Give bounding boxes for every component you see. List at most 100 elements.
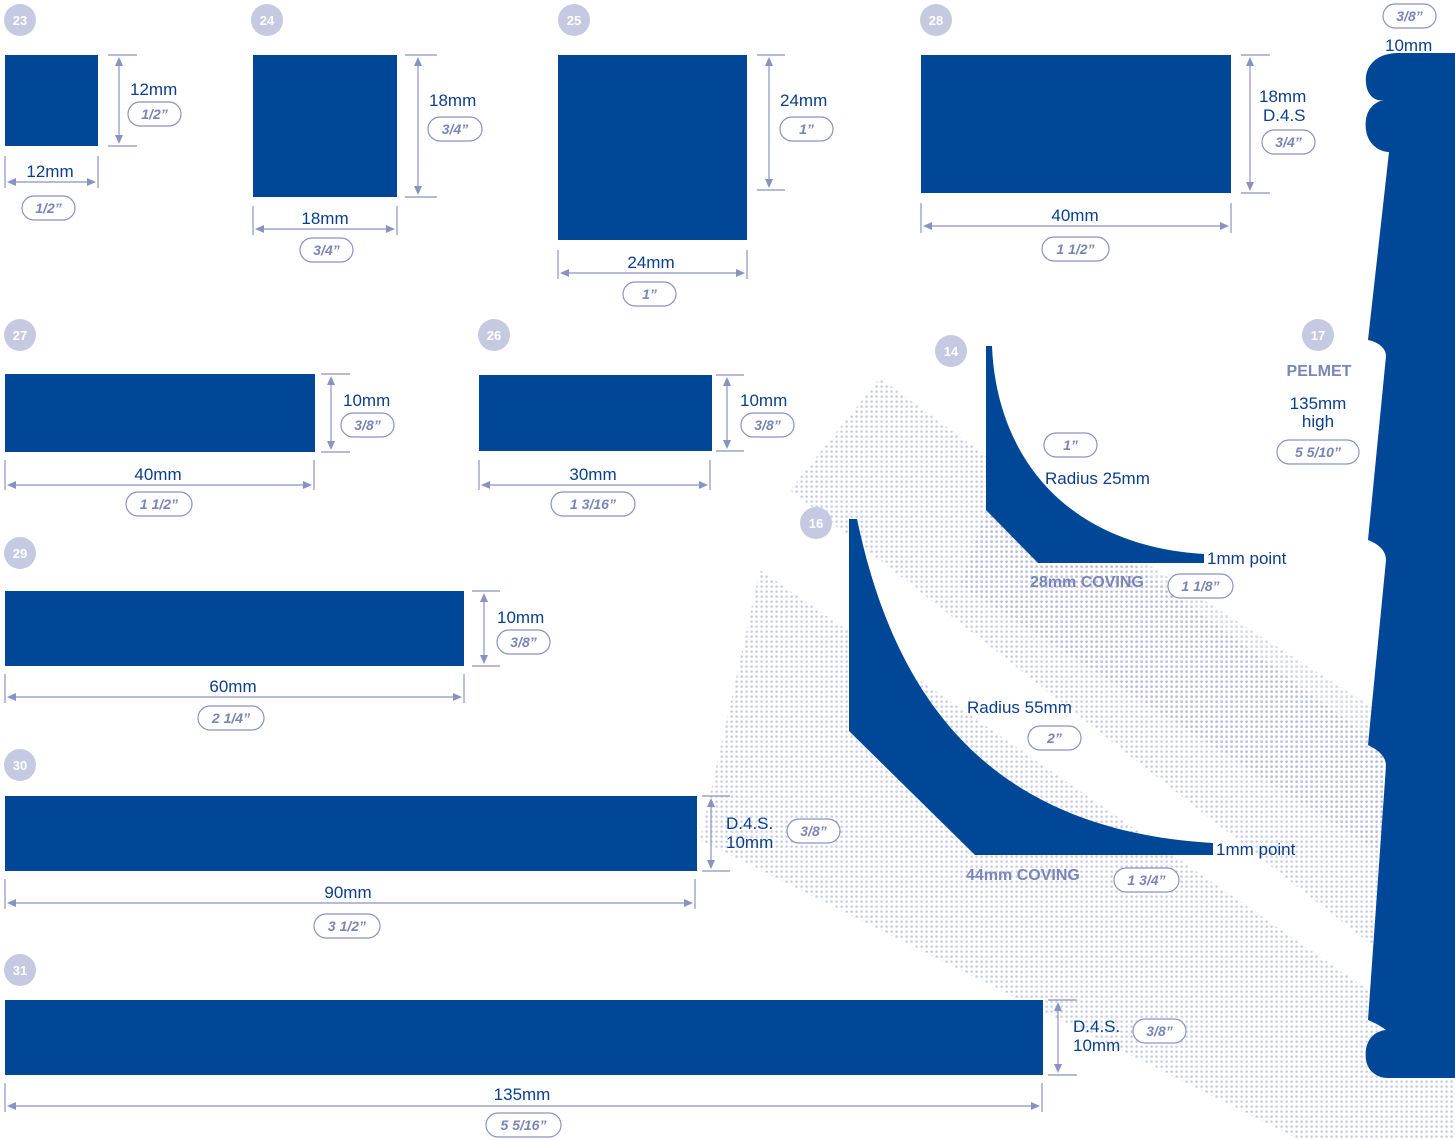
dim-24-height-mm: 18mm (429, 91, 476, 110)
section-31 (5, 1000, 1043, 1075)
coving-16-shape (849, 519, 1213, 855)
dim-31-width-mm: 135mm (494, 1085, 551, 1104)
dim-23-width-mm: 12mm (26, 162, 73, 181)
dim-14-radius-in: 1” (1063, 437, 1078, 453)
pill-30-height (786, 818, 841, 844)
dim-24-width-in: 3/4” (313, 242, 339, 258)
profile-28: 28 18mm D.4.S 3/4” 40mm 1 1/2” (920, 4, 1316, 262)
coving-14-name: 28mm COVING (1030, 574, 1144, 591)
dim-26-width-mm: 30mm (569, 465, 616, 484)
badge-16-label: 16 (809, 516, 823, 531)
dim-31-height-in: 3/8” (1146, 1023, 1172, 1039)
pill-16-size (1113, 867, 1180, 893)
profile-26: 26 10mm 3/8” 30mm 1 3/16” (478, 319, 795, 517)
dim-16-size-in: 1 3/4” (1127, 872, 1165, 888)
dim-30-height-mm: 10mm (726, 833, 773, 852)
dim-25-width-mm: 24mm (627, 253, 674, 272)
badge-23 (4, 4, 36, 36)
profile-29: 29 10mm 3/8” 60mm 2 1/4” (4, 537, 551, 731)
badge-29-label: 29 (13, 546, 27, 561)
profile-24: 24 18mm 3/4” 18mm 3/4” (251, 4, 483, 263)
dim-27-height-mm: 10mm (343, 391, 390, 410)
pill-25-width (622, 281, 677, 307)
dim-29-height-mm: 10mm (497, 608, 544, 627)
profile-31: 31 D.4.S. 10mm 3/8” 135mm 5 5/16” (4, 954, 1187, 1138)
pill-29-width (197, 705, 265, 731)
badge-28 (920, 4, 952, 36)
dim-16-point: 1mm point (1216, 840, 1296, 859)
dim-23-width-in: 1/2” (35, 200, 61, 216)
pill-27-width (125, 491, 193, 517)
dim-16-radius-in: 2” (1046, 730, 1062, 746)
section-24 (253, 55, 397, 197)
badge-26 (478, 319, 510, 351)
section-27 (5, 374, 315, 452)
dim-25-height-in: 1” (799, 121, 814, 137)
badge-27-label: 27 (13, 328, 27, 343)
dim-31-width-in: 5 5/16” (501, 1117, 547, 1133)
dim-17-height-in: 5 5/10” (1295, 444, 1341, 460)
section-29 (5, 591, 464, 666)
dim-29-width-in: 2 1/4” (211, 710, 250, 726)
profile-25: 25 24mm 1” 24mm 1” (557, 4, 834, 307)
pill-26-width (550, 491, 636, 517)
pill-24-width (299, 237, 354, 263)
dim-27-width-in: 1 1/2” (140, 496, 178, 512)
dim-27-height-in: 3/8” (354, 417, 380, 433)
dim-30-width-mm: 90mm (324, 883, 371, 902)
dim-17-thickness-in: 3/8” (1396, 8, 1422, 24)
dim-30-width-in: 3 1/2” (328, 918, 366, 934)
profile-14: 14 1” Radius 25mm 1mm point 28mm COVING … (935, 335, 1287, 599)
pill-31-height (1132, 1018, 1187, 1044)
dim-31-height-mm: 10mm (1073, 1036, 1120, 1055)
badge-25-label: 25 (567, 13, 581, 28)
pill-24-height (427, 116, 483, 142)
dim-16-radius: Radius 55mm (967, 698, 1072, 717)
pill-28-width (1041, 236, 1110, 262)
dim-28-height-in: 3/4” (1275, 134, 1301, 150)
pill-26-height (740, 412, 795, 438)
dim-17-thickness-mm: 10mm (1385, 36, 1432, 55)
coving-14-shape (986, 346, 1204, 563)
badge-24-label: 24 (260, 13, 275, 28)
pill-30-width (313, 913, 381, 939)
pill-17-height (1276, 439, 1360, 465)
dim-14-point: 1mm point (1207, 549, 1287, 568)
profile-27: 27 10mm 3/8” 40mm 1 1/2” (4, 319, 395, 517)
badge-24 (251, 4, 283, 36)
dim-28-width-mm: 40mm (1051, 206, 1098, 225)
section-28 (921, 55, 1231, 193)
profile-17: 3/8” 10mm 17 PELMET 135mm high 5 5/10” (1276, 3, 1455, 1078)
pill-29-height (496, 629, 551, 655)
badge-25 (558, 4, 590, 36)
pill-16-radius (1027, 725, 1082, 751)
pill-14-size (1167, 573, 1234, 599)
dim-25-height-mm: 24mm (780, 91, 827, 110)
pill-23-width (21, 195, 76, 221)
badge-31 (4, 954, 36, 986)
dim-28-height-mm: 18mm (1259, 87, 1306, 106)
profile-23: 23 12mm 1/2” 12mm 1/2” (4, 4, 182, 221)
pill-14-radius (1043, 432, 1098, 458)
dim-30-height-note: D.4.S. (726, 814, 773, 833)
section-30 (5, 796, 697, 871)
coving-16-name: 44mm COVING (966, 867, 1080, 884)
pill-23-height (127, 101, 182, 127)
profile-16: 16 Radius 55mm 2” 1mm point 44mm COVING … (800, 507, 1296, 893)
dim-17-height-line1: 135mm (1290, 394, 1347, 413)
badge-30 (4, 749, 36, 781)
badge-16 (800, 507, 832, 539)
dim-14-size-in: 1 1/8” (1181, 578, 1219, 594)
badge-31-label: 31 (13, 963, 27, 978)
dim-27-width-mm: 40mm (134, 465, 181, 484)
dim-14-radius: Radius 25mm (1045, 469, 1150, 488)
profile-30: 30 D.4.S. 10mm 3/8” 90mm 3 1/2” (4, 749, 841, 939)
badge-27 (4, 319, 36, 351)
badge-14-label: 14 (944, 344, 959, 359)
pill-25-height (779, 116, 834, 142)
dim-28-width-in: 1 1/2” (1056, 241, 1094, 257)
pelmet-17-name: PELMET (1287, 363, 1352, 380)
dim-28-height-note: D.4.S (1263, 106, 1306, 125)
pill-28-height (1261, 129, 1316, 155)
